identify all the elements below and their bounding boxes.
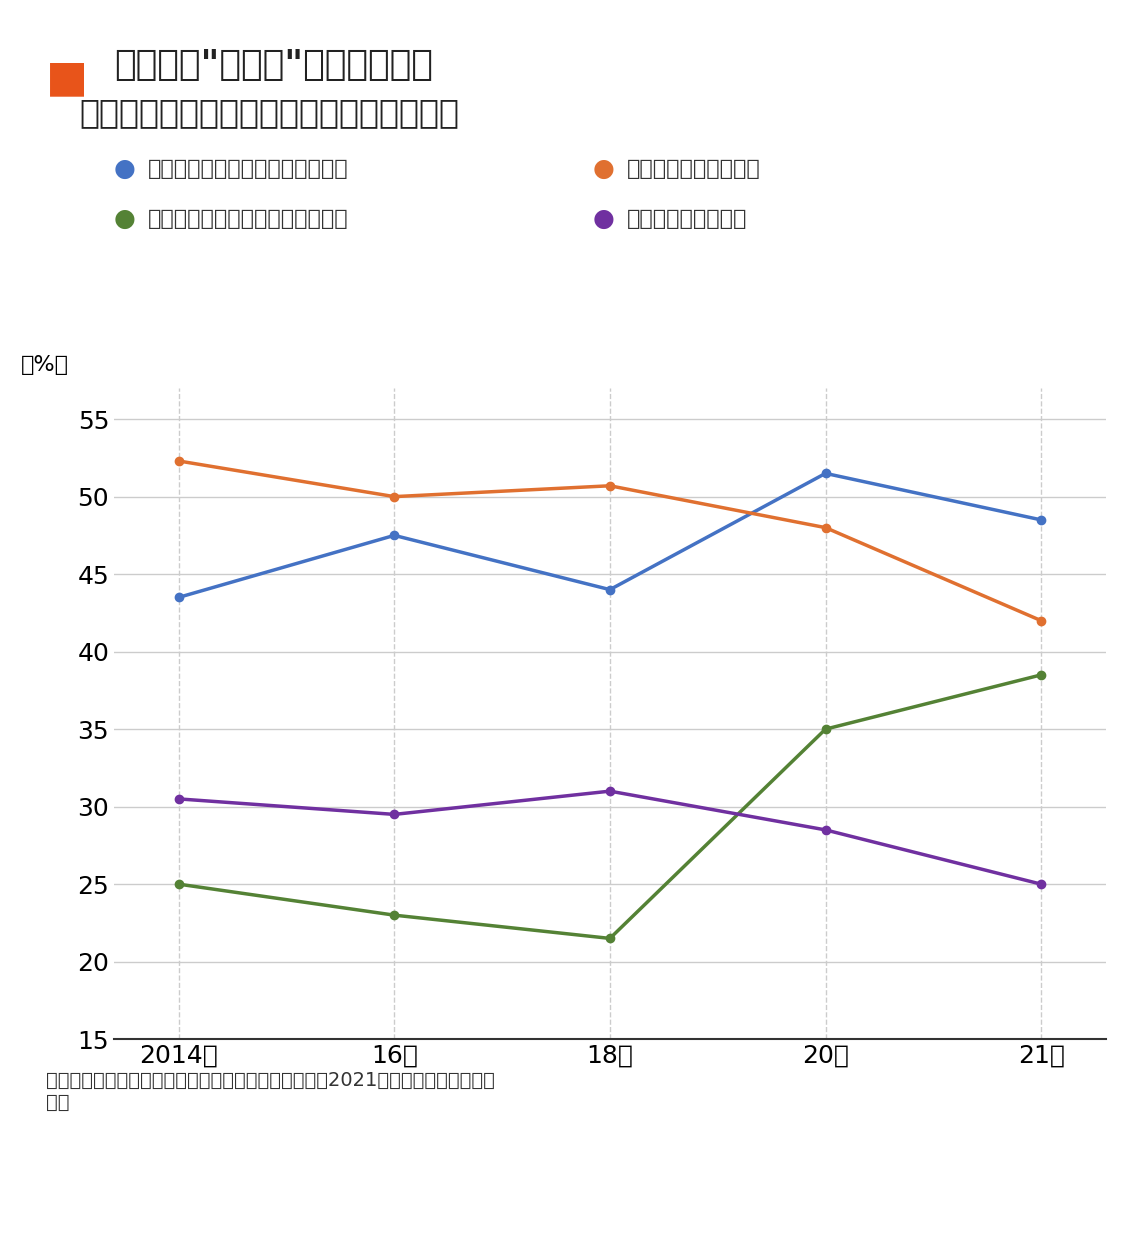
Text: ●: ●	[114, 207, 136, 232]
Text: スタッフ、設備が優れているから: スタッフ、設備が優れているから	[148, 209, 349, 229]
Text: ■: ■	[46, 56, 88, 99]
Text: 将来の就職を考えて: 将来の就職を考えて	[627, 209, 748, 229]
Text: 選択肢の"幅広さ"が決め手に？: 選択肢の"幅広さ"が決め手に？	[114, 48, 433, 81]
Text: 社会的評価が高いから: 社会的評価が高いから	[627, 159, 760, 179]
Text: （出所）東京大学「学生生活実態調査結果報告書」（2021年度）を基に東洋経済
作成: （出所）東京大学「学生生活実態調査結果報告書」（2021年度）を基に東洋経済 作…	[46, 1070, 495, 1112]
Text: TOYO KEIZAI ONLINE: TOYO KEIZAI ONLINE	[815, 1202, 1106, 1227]
Y-axis label: （%）: （%）	[21, 356, 68, 376]
Text: ー東大生が入学を決めた主な動機の推移ー: ー東大生が入学を決めた主な動機の推移ー	[80, 96, 459, 129]
Text: ●: ●	[593, 207, 614, 232]
Text: ●: ●	[593, 156, 614, 182]
Text: 入学後に学部の選択が可能だから: 入学後に学部の選択が可能だから	[148, 159, 349, 179]
Text: ●: ●	[114, 156, 136, 182]
